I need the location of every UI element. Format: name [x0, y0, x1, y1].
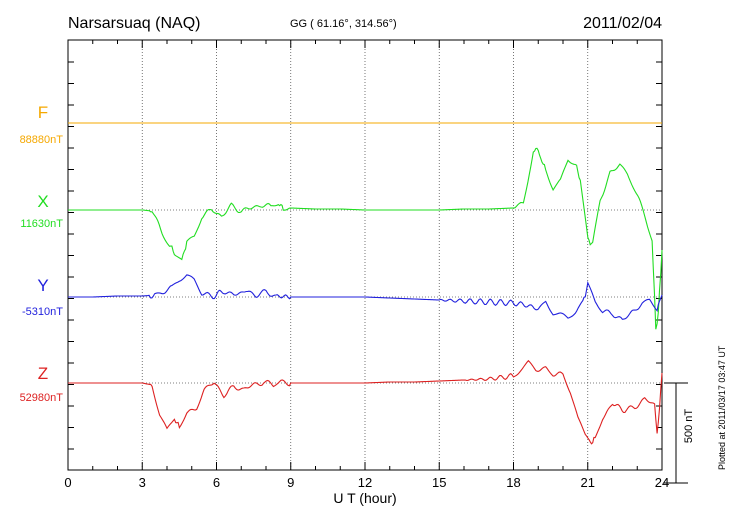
scale-bar-label: 500 nT — [683, 409, 695, 444]
plotted-note: Plotted at 2011/03/17 03:47 UT — [717, 345, 727, 470]
x-tick-label: 6 — [213, 475, 220, 490]
series-baseline-x: 11630nT — [20, 218, 63, 230]
x-tick-label: 0 — [64, 475, 71, 490]
x-tick-label: 3 — [139, 475, 146, 490]
series-name-y: Y — [37, 276, 48, 295]
x-tick-label: 9 — [287, 475, 294, 490]
x-axis-label: U T (hour) — [333, 490, 396, 506]
series-line-y — [68, 274, 663, 320]
x-tick-label: 21 — [581, 475, 595, 490]
chart-subtitle: GG ( 61.16°, 314.56°) — [290, 18, 397, 30]
x-tick-label: 18 — [506, 475, 520, 490]
series-baseline-f: 88880nT — [20, 134, 64, 146]
series-name-f: F — [38, 103, 48, 122]
series-name-z: Z — [38, 364, 48, 383]
series-baseline-z: 52980nT — [20, 392, 64, 404]
chart-date: 2011/02/04 — [583, 15, 662, 32]
x-tick-label: 12 — [358, 475, 372, 490]
chart-title: Narsarsuaq (NAQ) — [68, 15, 200, 32]
series-line-z — [68, 359, 663, 445]
x-tick-label: 24 — [655, 475, 669, 490]
series-line-x — [68, 147, 663, 330]
x-tick-label: 15 — [432, 475, 446, 490]
series-baseline-y: -5310nT — [22, 306, 63, 318]
series-name-x: X — [37, 192, 48, 211]
